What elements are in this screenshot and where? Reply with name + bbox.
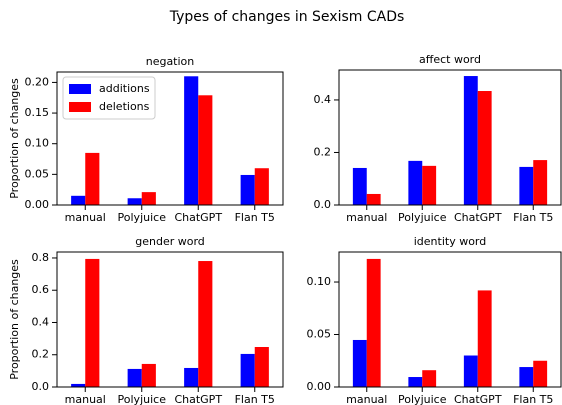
x-tick-label: Flan T5	[513, 393, 553, 405]
bar	[463, 355, 478, 387]
legend-label: deletions	[99, 100, 150, 113]
y-axis-label: Proportion of changes	[8, 78, 21, 199]
bar	[533, 360, 548, 387]
y-tick-label: 0.00	[307, 380, 332, 393]
x-tick-label: Polyjuice	[118, 393, 167, 405]
subplot-title: gender word	[135, 235, 205, 248]
axes-frame	[338, 251, 562, 388]
bar	[141, 363, 156, 387]
y-tick-label: 0.05	[25, 167, 50, 180]
y-tick-label: 0.8	[32, 251, 50, 264]
bar	[240, 353, 255, 387]
bar	[366, 258, 381, 387]
bar	[422, 370, 437, 387]
legend-swatch	[69, 84, 91, 94]
x-tick-label: manual	[346, 393, 387, 405]
bar	[408, 377, 423, 387]
x-tick-label: Polyjuice	[398, 211, 447, 224]
axes-frame	[338, 69, 562, 206]
bar	[198, 95, 213, 205]
subplot-title: negation	[146, 55, 195, 68]
x-tick-label: ChatGPT	[454, 393, 502, 405]
y-axis-label: Proportion of changes	[8, 259, 21, 380]
y-tick-label: 0.0	[314, 198, 332, 211]
y-tick-label: 0.6	[32, 283, 50, 296]
y-tick-label: 0.00	[25, 198, 50, 211]
bar	[184, 76, 199, 206]
x-tick-label: manual	[346, 211, 387, 224]
x-tick-label: ChatGPT	[174, 393, 222, 405]
x-tick-label: manual	[65, 211, 106, 224]
x-tick-label: Flan T5	[513, 211, 553, 224]
bar	[254, 347, 269, 387]
y-tick-label: 0.2	[32, 348, 50, 361]
y-tick-label: 0.10	[25, 137, 50, 150]
bar	[254, 168, 269, 205]
bar	[71, 195, 86, 205]
bar	[366, 193, 381, 205]
bar	[127, 368, 142, 387]
y-tick-label: 0.10	[307, 275, 332, 288]
x-tick-label: Polyjuice	[118, 211, 167, 224]
bar	[519, 166, 534, 205]
y-tick-label: 0.15	[25, 106, 50, 119]
x-tick-label: Polyjuice	[398, 393, 447, 405]
x-tick-label: ChatGPT	[454, 211, 502, 224]
axes-frame	[56, 71, 284, 206]
subplot-title: affect word	[419, 53, 481, 66]
bar	[240, 174, 255, 205]
bar	[85, 258, 100, 387]
bar	[533, 160, 548, 205]
bar	[408, 160, 423, 205]
bar	[198, 261, 213, 387]
bar	[463, 76, 478, 205]
bar	[85, 152, 100, 205]
x-tick-label: Flan T5	[235, 393, 275, 405]
y-tick-label: 0.0	[32, 380, 50, 393]
bar	[477, 290, 492, 387]
y-tick-label: 0.4	[314, 93, 332, 106]
bar	[184, 367, 199, 387]
bar	[352, 339, 367, 387]
figure-title: Types of changes in Sexism CADs	[169, 9, 405, 25]
bar	[422, 165, 437, 205]
bar	[141, 192, 156, 205]
x-tick-label: Flan T5	[235, 211, 275, 224]
subplot-title: identity word	[414, 235, 487, 248]
bar	[127, 198, 142, 205]
x-tick-label: manual	[65, 393, 106, 405]
legend-swatch	[69, 102, 91, 112]
bar	[352, 167, 367, 205]
y-tick-label: 0.20	[25, 75, 50, 88]
y-tick-label: 0.05	[307, 328, 332, 341]
x-tick-label: ChatGPT	[174, 211, 222, 224]
axes-frame	[56, 251, 284, 388]
bar	[519, 367, 534, 387]
legend-label: additions	[99, 82, 150, 95]
y-tick-label: 0.4	[32, 315, 50, 328]
bar	[71, 383, 86, 387]
bar	[477, 91, 492, 205]
y-tick-label: 0.2	[314, 145, 332, 158]
